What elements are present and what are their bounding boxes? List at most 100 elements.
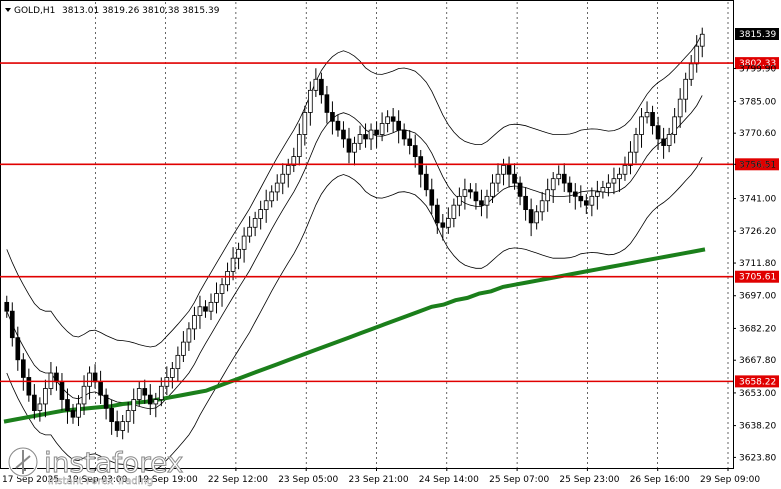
candle-body	[181, 341, 186, 356]
x-tick-label: 25 Sep 07:00	[489, 475, 549, 485]
level-label: 3802.33	[739, 59, 776, 69]
level-box	[735, 375, 779, 388]
candle-body	[142, 388, 148, 396]
candle-body	[451, 204, 457, 219]
y-tick-label: 3623.80	[739, 453, 776, 463]
candle-body	[230, 257, 236, 272]
candle-body	[32, 394, 37, 411]
candle-body	[313, 78, 319, 91]
band-upper	[6, 33, 703, 348]
candle-body	[131, 399, 137, 411]
candle-body	[434, 204, 440, 224]
candle-body	[545, 189, 551, 202]
y-tick-label: 3638.20	[739, 422, 776, 432]
candle-body	[170, 368, 175, 378]
vertical-grid	[95, 2, 729, 468]
candle-body	[308, 89, 313, 113]
y-tick-label: 3770.60	[739, 129, 776, 139]
candle-body	[606, 182, 611, 188]
candle-body	[490, 182, 495, 197]
candle-body	[396, 120, 401, 131]
candle-body	[241, 235, 247, 250]
candle-body	[54, 372, 59, 383]
level-box	[735, 158, 779, 171]
candle-body	[258, 209, 263, 219]
candle-body	[214, 293, 219, 303]
candle-body	[269, 191, 275, 202]
candle-body	[208, 301, 214, 312]
candle-body	[252, 218, 258, 228]
candle-body	[236, 248, 241, 259]
y-tick-label: 3653.00	[739, 389, 776, 399]
candle-body	[440, 222, 446, 228]
candle-body	[280, 173, 286, 184]
candle-body	[103, 394, 109, 409]
candle-body	[666, 134, 672, 146]
candle-body	[192, 315, 197, 330]
candle-body	[694, 45, 700, 65]
y-tick-label: 3682.20	[739, 324, 776, 334]
candle-body	[335, 120, 341, 131]
x-tick-label: 19 Sep 19:00	[138, 475, 198, 485]
candle-body	[158, 385, 164, 400]
y-tick-label: 3726.20	[739, 227, 776, 237]
candle-body	[699, 33, 705, 47]
candle-body	[534, 211, 539, 224]
candle-body	[59, 381, 65, 400]
band-lower	[6, 157, 703, 472]
candle-body	[70, 410, 76, 418]
candle-body	[401, 129, 407, 140]
candle-body	[98, 381, 103, 396]
candles	[4, 27, 705, 440]
candle-body	[412, 145, 418, 157]
candle-body	[274, 182, 280, 193]
current-price-label: 3815.39	[739, 30, 776, 40]
candle-body	[628, 151, 633, 166]
candle-body	[147, 394, 153, 405]
x-tick-label: 23 Sep 21:00	[349, 475, 409, 485]
moving-average	[3, 247, 706, 424]
level-box	[735, 270, 779, 283]
ma-line	[3, 247, 706, 424]
y-tick-label: 3785.00	[739, 97, 776, 107]
candle-body	[556, 173, 562, 180]
candle-body	[374, 129, 379, 135]
candle-body	[346, 138, 352, 153]
candle-body	[688, 63, 694, 80]
time-axis: 17 Sep 2025 19 Sep 03:00 19 Sep 19:00 22 Se…	[2, 468, 760, 485]
candle-body	[501, 165, 506, 175]
symbol-label: GOLD,H1	[14, 6, 55, 16]
candle-body	[567, 182, 573, 193]
candle-body	[528, 209, 534, 224]
y-tick-label: 3667.80	[739, 356, 776, 366]
candle-body	[512, 173, 517, 184]
dropdown-arrow-icon[interactable]	[5, 8, 11, 12]
candle-body	[429, 189, 435, 206]
candle-body	[633, 134, 639, 153]
candle-body	[4, 301, 10, 312]
candle-body	[125, 410, 131, 423]
candle-body	[523, 195, 528, 211]
instaforex-logo: instaforex Instant Forex Trading	[7, 446, 184, 487]
candle-body	[517, 182, 523, 197]
candle-body	[65, 399, 70, 411]
candle-body	[589, 195, 595, 206]
candle-body	[15, 337, 21, 361]
candle-body	[357, 134, 363, 144]
candle-body	[595, 191, 600, 197]
x-tick-label: 19 Sep 03:00	[67, 475, 127, 485]
candle-body	[324, 94, 330, 113]
y-tick-label: 3756.51	[739, 160, 776, 170]
candle-body	[302, 112, 308, 135]
candle-body	[363, 134, 368, 140]
candle-body	[352, 142, 357, 153]
watermark-tagline: Instant Forex Trading	[48, 476, 153, 487]
candle-body	[109, 407, 114, 423]
candle-body	[319, 78, 324, 96]
price-axis: 3799.90 3785.00 3770.60 3756.51 3741.00 3726.…	[733, 64, 776, 463]
watermark-brand: instaforex	[44, 446, 183, 479]
plot-frame	[0, 0, 734, 469]
x-tick-label: 17 Sep 2025	[2, 475, 59, 485]
candle-body	[9, 310, 15, 339]
